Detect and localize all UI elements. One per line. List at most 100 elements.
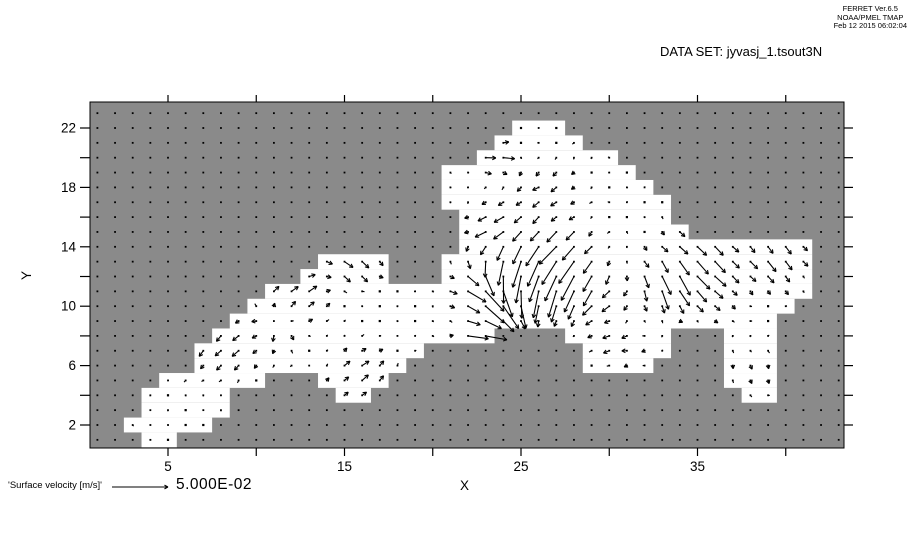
grid-dot: [467, 438, 469, 441]
grid-dot: [131, 394, 134, 397]
near-zero-velocity-mark: [166, 394, 170, 397]
grid-dot: [237, 275, 240, 278]
velocity-arrow: [467, 305, 481, 314]
grid-dot: [678, 171, 681, 174]
grid-dot: [308, 141, 311, 144]
velocity-arrowhead: [254, 366, 259, 369]
grid-dot: [114, 305, 116, 308]
y-tick-label: 2: [68, 418, 76, 433]
velocity-arrow: [606, 231, 610, 234]
grid-dot: [273, 171, 275, 174]
grid-dot: [378, 216, 381, 218]
velocity-arrowhead: [346, 391, 349, 397]
velocity-arrowhead: [699, 310, 704, 313]
grid-dot: [167, 275, 169, 278]
grid-dot: [520, 335, 522, 337]
grid-dot: [237, 141, 240, 144]
velocity-arrowhead: [805, 246, 809, 251]
grid-dot: [220, 171, 222, 174]
grid-dot: [378, 186, 381, 189]
y-tick-label: 10: [61, 299, 76, 314]
grid-dot: [696, 171, 699, 174]
velocity-arrow: [467, 276, 480, 287]
velocity-arrowhead: [493, 235, 496, 240]
grid-dot: [431, 438, 434, 441]
velocity-arrow: [532, 216, 540, 225]
velocity-arrow: [714, 261, 726, 273]
velocity-arrowhead: [585, 321, 589, 326]
velocity-arrowhead: [532, 314, 537, 319]
grid-dot: [714, 216, 717, 218]
grid-dot: [555, 112, 558, 115]
velocity-arrow: [361, 374, 369, 381]
velocity-arrow: [272, 365, 275, 368]
velocity-arrow: [732, 246, 740, 253]
velocity-arrowhead: [705, 287, 711, 290]
grid-dot: [608, 112, 611, 115]
grid-dot: [767, 127, 769, 129]
grid-dot: [220, 216, 222, 218]
grid-dot: [237, 127, 240, 129]
grid-dot: [555, 231, 558, 233]
grid-dot: [784, 156, 787, 159]
velocity-arrowhead: [325, 302, 330, 305]
velocity-arrow: [626, 201, 629, 203]
grid-dot: [325, 216, 328, 218]
velocity-arrowhead: [502, 339, 508, 342]
grid-dot: [237, 245, 240, 248]
grid-dot: [661, 320, 664, 322]
grid-dot: [308, 409, 311, 412]
velocity-arrowhead: [311, 273, 316, 276]
velocity-arrow: [661, 291, 670, 310]
velocity-arrowhead: [522, 324, 527, 329]
grid-dot: [378, 127, 381, 129]
grid-dot: [237, 305, 240, 308]
grid-dot: [114, 231, 116, 233]
grid-dot: [784, 335, 787, 337]
velocity-arrow: [582, 276, 593, 292]
velocity-arrowhead: [363, 348, 367, 353]
velocity-arrowhead: [272, 338, 276, 342]
grid-dot: [820, 186, 822, 189]
grid-dot: [290, 438, 293, 441]
y-tick-label: 14: [61, 239, 77, 254]
grid-dot: [590, 424, 593, 426]
velocity-arrowhead: [730, 365, 734, 369]
grid-dot: [167, 335, 169, 337]
velocity-arrow: [590, 216, 593, 220]
velocity-arrowhead: [216, 368, 221, 371]
grid-dot: [696, 409, 699, 412]
velocity-arrowhead: [751, 279, 757, 283]
grid-dot: [731, 394, 734, 397]
grid-dot: [520, 438, 522, 441]
grid-dot: [820, 424, 822, 426]
grid-dot: [784, 245, 787, 248]
grid-dot: [749, 231, 752, 233]
grid-dot: [414, 394, 416, 397]
velocity-arrow: [532, 291, 540, 318]
grid-dot: [184, 231, 187, 233]
velocity-arrowhead: [528, 297, 530, 302]
velocity-arrowhead: [567, 316, 572, 320]
grid-dot: [643, 112, 646, 115]
grid-dot: [396, 156, 399, 159]
grid-dot: [167, 364, 169, 367]
velocity-arrow: [732, 261, 740, 269]
grid-dot: [308, 112, 311, 115]
grid-dot: [749, 245, 752, 248]
grid-dot: [255, 260, 258, 263]
velocity-arrowhead: [621, 350, 626, 354]
near-zero-velocity-mark: [166, 438, 170, 441]
grid-dot: [820, 141, 822, 144]
grid-dot: [308, 245, 311, 248]
grid-dot: [731, 216, 734, 218]
velocity-arrowhead: [718, 306, 721, 311]
velocity-arrow: [661, 335, 663, 338]
velocity-arrowhead: [449, 333, 454, 336]
velocity-arrowhead: [723, 268, 726, 273]
velocity-arrowhead: [602, 337, 607, 340]
grid-dot: [343, 141, 346, 144]
grid-dot: [255, 112, 258, 115]
grid-dot: [749, 275, 752, 278]
grid-dot: [308, 260, 311, 263]
